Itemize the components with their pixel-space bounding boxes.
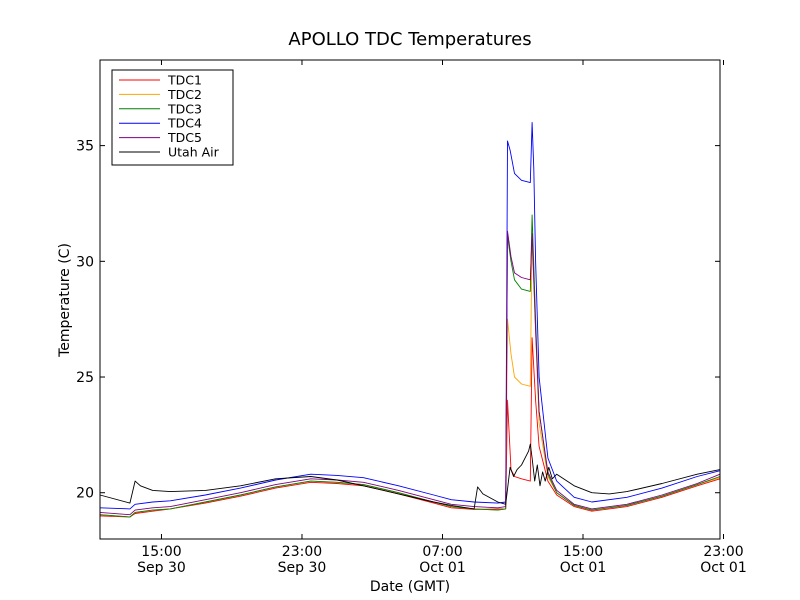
x-tick-date-label: Oct 01 bbox=[700, 560, 746, 576]
y-tick-label: 25 bbox=[76, 370, 94, 386]
x-tick-time-label: 23:00 bbox=[703, 544, 743, 560]
legend-label: Utah Air bbox=[168, 145, 220, 160]
legend-label: TDC5 bbox=[167, 130, 202, 145]
legend-label: TDC2 bbox=[167, 87, 202, 102]
x-tick-time-label: 15:00 bbox=[141, 544, 181, 560]
x-tick-date-label: Oct 01 bbox=[560, 560, 606, 576]
legend-box bbox=[111, 69, 234, 166]
series-layer bbox=[99, 122, 721, 518]
legend-label: TDC4 bbox=[167, 116, 202, 131]
x-tick-date-label: Sep 30 bbox=[137, 560, 186, 576]
legend-label: TDC3 bbox=[167, 101, 202, 116]
y-axis-label: Temperature (C) bbox=[57, 243, 73, 358]
series-line-tdc5 bbox=[99, 230, 721, 516]
x-tick-date-label: Oct 01 bbox=[419, 560, 465, 576]
legend-label: TDC1 bbox=[167, 73, 202, 88]
chart-title: APOLLO TDC Temperatures bbox=[288, 29, 531, 50]
y-tick-label: 35 bbox=[76, 139, 94, 155]
series-line-tdc3 bbox=[99, 214, 721, 518]
x-tick-time-label: 15:00 bbox=[563, 544, 603, 560]
x-tick-time-label: 07:00 bbox=[422, 544, 462, 560]
x-axis-label: Date (GMT) bbox=[370, 579, 450, 595]
y-tick-label: 30 bbox=[76, 254, 94, 270]
series-line-utah-air bbox=[99, 443, 721, 510]
x-tick-time-label: 23:00 bbox=[282, 544, 322, 560]
x-tick-date-label: Sep 30 bbox=[278, 560, 327, 576]
plot-frame bbox=[99, 59, 721, 540]
y-tick-label: 20 bbox=[76, 486, 94, 502]
